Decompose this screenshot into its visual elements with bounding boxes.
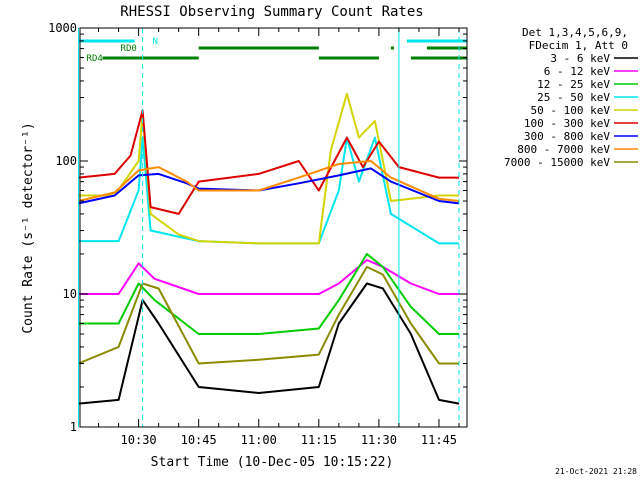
legend-entry-label: 100 - 300 keV	[524, 117, 610, 130]
footer-timestamp: 21-Oct-2021 21:28	[555, 467, 637, 476]
x-axis-label: Start Time (10-Dec-05 10:15:22)	[151, 455, 394, 470]
legend-entry-label: 7000 - 15000 keV	[504, 156, 610, 169]
legend-entry-label: 12 - 25 keV	[537, 78, 610, 91]
legend-entry-label: 6 - 12 keV	[544, 65, 611, 78]
y-axis-label: Count Rate (s⁻¹ detector⁻¹)	[21, 122, 36, 333]
y-axis-ticks: 1 10 100 1000	[48, 21, 467, 434]
state-bars: RD0 RD4 N	[78, 37, 467, 64]
y-tick-label: 100	[55, 154, 77, 168]
series-line	[78, 92, 459, 245]
vertical-markers	[78, 28, 460, 427]
plot-series	[78, 92, 460, 405]
state-bar-label: RD4	[87, 54, 103, 64]
legend-entry-label: 25 - 50 keV	[537, 91, 610, 104]
legend-entry-label: 800 - 7000 keV	[517, 143, 610, 156]
series-line	[78, 253, 459, 335]
legend-header: FDecim 1, Att 0	[529, 39, 628, 52]
y-tick-label: 1	[70, 420, 77, 434]
legend-entry-label: 50 - 100 keV	[531, 104, 611, 117]
plot-frame	[79, 27, 468, 428]
state-bar-label: RD0	[121, 44, 137, 54]
x-axis-ticks: 10:30 10:45 11:00 11:15 11:30 11:45	[98, 28, 460, 447]
series-line	[78, 265, 459, 365]
x-tick-label: 11:45	[421, 433, 457, 447]
series-line	[78, 136, 459, 245]
x-tick-label: 10:45	[181, 433, 217, 447]
x-tick-label: 11:15	[301, 433, 337, 447]
legend-entry-label: 3 - 6 keV	[550, 52, 610, 65]
chart-title: RHESSI Observing Summary Count Rates	[120, 4, 423, 20]
legend: Det 1,3,4,5,6,9,FDecim 1, Att 03 - 6 keV…	[504, 26, 638, 169]
legend-header: Det 1,3,4,5,6,9,	[522, 26, 628, 39]
legend-entry-label: 300 - 800 keV	[524, 130, 610, 143]
y-tick-label: 10	[63, 287, 77, 301]
series-line	[78, 109, 459, 215]
series-line	[78, 259, 459, 295]
x-tick-label: 11:00	[241, 433, 277, 447]
x-tick-label: 10:30	[121, 433, 157, 447]
y-tick-label: 1000	[48, 21, 77, 35]
series-line	[78, 160, 460, 202]
state-bar-label: N	[153, 37, 158, 47]
x-tick-label: 11:30	[361, 433, 397, 447]
